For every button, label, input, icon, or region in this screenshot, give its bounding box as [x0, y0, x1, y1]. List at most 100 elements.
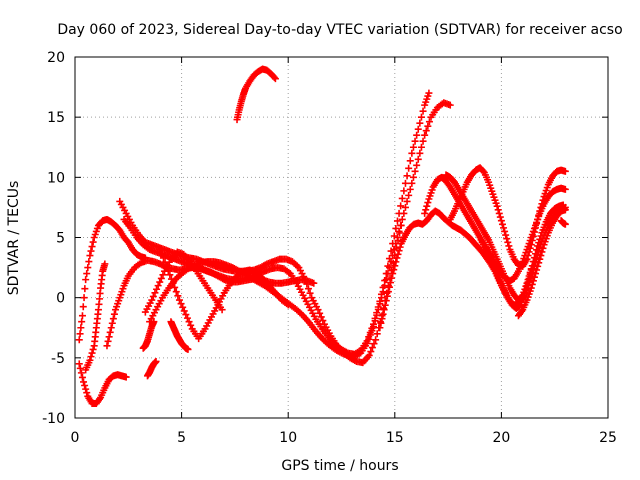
data-point: [75, 336, 83, 344]
data-point: [411, 137, 419, 145]
data-point: [383, 292, 391, 300]
data-point: [534, 250, 542, 258]
data-point: [110, 310, 118, 318]
data-point: [166, 271, 174, 279]
data-point: [379, 310, 387, 318]
data-point: [83, 389, 91, 397]
data-point: [532, 258, 540, 266]
data-point: [403, 197, 411, 205]
data-point: [372, 336, 380, 344]
data-point: [496, 213, 504, 221]
data-point: [528, 268, 536, 276]
data-point: [390, 266, 398, 274]
data-point: [390, 232, 398, 240]
data-point: [400, 187, 408, 195]
data-point: [538, 248, 546, 256]
data-point: [107, 324, 115, 332]
data-point: [159, 271, 167, 279]
series-arc-20: [557, 217, 569, 228]
data-point: [560, 204, 568, 212]
series-arc-10: [139, 318, 158, 352]
data-point: [317, 313, 325, 321]
data-point: [400, 209, 408, 217]
data-point: [421, 131, 429, 139]
data-point: [377, 294, 385, 302]
x-tick-label: 25: [599, 430, 617, 446]
y-axis-label: SDTVAR / TECUs: [6, 181, 22, 296]
data-point: [81, 382, 89, 390]
data-point: [382, 297, 390, 305]
data-point: [530, 273, 538, 281]
data-point: [374, 305, 382, 313]
x-tick-label: 15: [386, 430, 404, 446]
data-point: [156, 246, 164, 254]
data-point: [369, 323, 377, 331]
series-arc-01: [75, 215, 149, 344]
data-point: [153, 285, 161, 293]
series-arc-17: [442, 171, 535, 304]
data-point: [518, 295, 526, 303]
series-arc-07: [146, 99, 454, 361]
data-point: [373, 311, 381, 319]
data-point: [109, 315, 117, 323]
data-point: [388, 274, 396, 282]
data-point: [154, 282, 162, 290]
data-point: [398, 215, 406, 223]
data-point: [561, 185, 569, 193]
data-point: [422, 127, 430, 135]
data-point: [122, 373, 130, 381]
data-point: [284, 301, 292, 309]
data-point: [316, 309, 324, 317]
data-point: [389, 270, 397, 278]
data-point: [419, 137, 427, 145]
data-point: [89, 345, 97, 353]
data-point: [413, 161, 421, 169]
data-point: [527, 284, 535, 292]
data-point: [167, 275, 175, 283]
data-point: [533, 220, 541, 228]
data-point: [365, 351, 373, 359]
series-arc-12: [167, 318, 192, 353]
data-point: [419, 107, 427, 115]
data-point: [395, 247, 403, 255]
data-point: [529, 277, 537, 285]
data-point: [161, 258, 169, 266]
data-point: [524, 252, 532, 260]
data-point: [494, 206, 502, 214]
data-point: [82, 276, 90, 284]
data-point: [535, 247, 543, 255]
x-axis-label: GPS time / hours: [281, 458, 398, 474]
data-point: [536, 207, 544, 215]
data-point: [393, 254, 401, 262]
data-point: [539, 196, 547, 204]
data-point: [561, 220, 569, 228]
data-points: [75, 65, 569, 408]
data-point: [382, 276, 390, 284]
data-point: [387, 247, 395, 255]
data-point: [380, 306, 388, 314]
data-point: [77, 369, 85, 377]
data-point: [78, 318, 86, 326]
series-arc-13: [233, 65, 279, 124]
data-point: [561, 167, 569, 175]
series-arc-19: [514, 203, 569, 320]
y-tick-label: 20: [47, 50, 65, 66]
data-point: [409, 143, 417, 151]
data-point: [425, 118, 433, 126]
data-point: [387, 279, 395, 287]
data-point: [76, 330, 84, 338]
data-point: [152, 357, 160, 365]
x-tick-labels: 0 5 10 15 20 25: [71, 430, 617, 446]
data-point: [175, 296, 183, 304]
data-point: [417, 143, 425, 151]
data-point: [80, 294, 88, 302]
data-point: [75, 360, 83, 368]
data-point: [179, 303, 187, 311]
data-point: [78, 373, 86, 381]
data-point: [535, 259, 543, 267]
data-point: [405, 191, 413, 199]
data-point: [105, 333, 113, 341]
data-point: [88, 349, 96, 357]
data-point: [303, 280, 311, 288]
